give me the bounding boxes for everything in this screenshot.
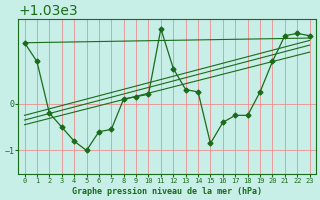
X-axis label: Graphe pression niveau de la mer (hPa): Graphe pression niveau de la mer (hPa) (72, 187, 262, 196)
